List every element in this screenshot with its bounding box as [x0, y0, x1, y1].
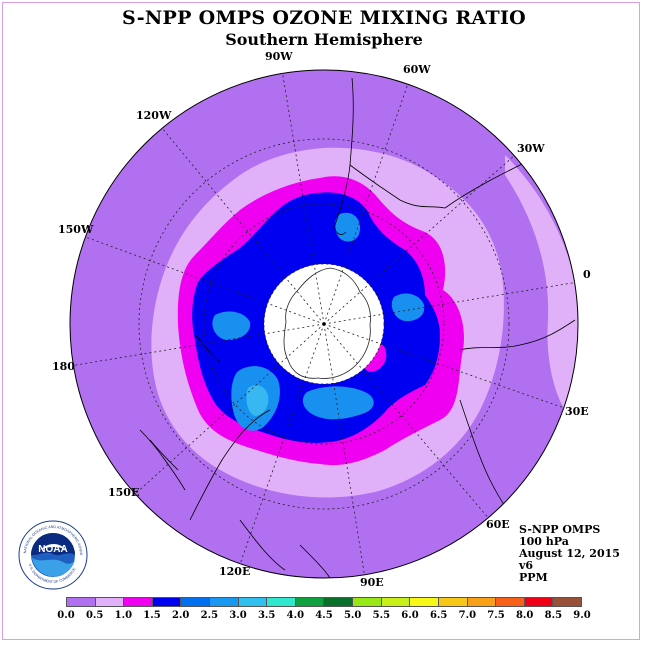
- lon-label-60e: 60E: [486, 518, 510, 531]
- colorbar-tick-label: 1.5: [143, 610, 161, 621]
- colorbar-tick-label: 6.0: [401, 610, 419, 621]
- colorbar-segment: [410, 598, 439, 606]
- lon-label-30e: 30E: [565, 405, 589, 418]
- colorbar-segment: [181, 598, 211, 606]
- lon-label-180: 180: [52, 360, 75, 373]
- colorbar-segment: [438, 598, 468, 606]
- info-instrument: S-NPP OMPS: [519, 523, 601, 536]
- colorbar-tick-label: 2.0: [171, 610, 190, 621]
- colorbar-segment: [95, 598, 125, 606]
- colorbar-tick-label: 4.5: [315, 610, 333, 621]
- lightblue-patch-right: [391, 293, 425, 322]
- lon-label-120e: 120E: [219, 565, 251, 578]
- info-units: PPM: [519, 571, 548, 584]
- info-date: August 12, 2015: [519, 547, 620, 560]
- cyan-patch-west: [246, 385, 269, 416]
- colorbar-tick-label: 3.0: [229, 610, 247, 621]
- info-block: S-NPP OMPS 100 hPa August 12, 2015 v6 PP…: [519, 524, 620, 584]
- pole-marker: [322, 322, 326, 326]
- longitude-gridlines: [70, 70, 578, 578]
- colorbar-segment: [238, 598, 268, 606]
- colorbar: [66, 597, 582, 607]
- colorbar-tick-label: 4.0: [286, 610, 305, 621]
- colorbar-tick-label: 6.5: [429, 610, 448, 621]
- map-boundary: [69, 69, 579, 579]
- colorbar-tick-label: 5.5: [372, 610, 391, 621]
- antarctica-coastline: [283, 267, 371, 379]
- lightblue-patch-east: [302, 386, 374, 420]
- colorbar-segment: [496, 598, 525, 606]
- colorbar-segment: [524, 598, 554, 606]
- colorbar-segment: [353, 598, 382, 606]
- page-frame: [2, 2, 640, 640]
- lon-label-0: 0: [583, 268, 591, 281]
- colorbar-tick-label: 3.5: [257, 610, 276, 621]
- colorbar-segment: [295, 598, 325, 606]
- colorbar-tick-label: 2.5: [200, 610, 219, 621]
- colorbar-segment: [210, 598, 239, 606]
- lon-label-150e: 150E: [108, 486, 140, 499]
- colorbar-segment: [381, 598, 411, 606]
- lon-label-30w: 30W: [517, 142, 545, 155]
- noaa-logo: NOAA NATIONAL OCEANIC AND ATMOSPHERIC AD…: [18, 520, 88, 590]
- colorbar-tick-label: 8.5: [544, 610, 563, 621]
- colorbar-tick-label: 8.0: [515, 610, 534, 621]
- colorbar-segment: [267, 598, 296, 606]
- colorbar-segment: [467, 598, 497, 606]
- lon-label-90e: 90E: [360, 576, 384, 589]
- lightblue-patch-left: [212, 311, 251, 340]
- colorbar-tick-label: 5.0: [343, 610, 362, 621]
- lon-label-150w: 150W: [58, 223, 94, 236]
- colorbar-tick-label: 0.5: [85, 610, 104, 621]
- colorbar-tick-label: 7.0: [458, 610, 477, 621]
- east-light-region: [505, 155, 578, 410]
- noaa-logo-text: NOAA: [38, 544, 67, 555]
- colorbar-segment: [124, 598, 153, 606]
- lon-label-90w: 90W: [265, 50, 293, 63]
- latitude-gridlines: [138, 138, 510, 510]
- lon-label-120w: 120W: [136, 109, 172, 122]
- map-title: S-NPP OMPS OZONE MIXING RATIO: [121, 7, 527, 29]
- info-level: 100 hPa: [519, 535, 569, 548]
- colorbar-tick-label: 1.0: [114, 610, 133, 621]
- colorbar-segment: [152, 598, 182, 606]
- colorbar-tick-label: 0.0: [57, 610, 75, 621]
- colorbar-tick-label: 7.5: [487, 610, 505, 621]
- map-subtitle: Southern Hemisphere: [225, 30, 423, 49]
- lon-label-60w: 60W: [403, 63, 431, 76]
- colorbar-segment: [553, 598, 581, 606]
- coastlines: [139, 77, 576, 578]
- info-version: v6: [519, 559, 534, 572]
- colorbar-segment: [324, 598, 354, 606]
- colorbar-segment: [67, 598, 96, 606]
- colorbar-tick-label: 9.0: [573, 610, 591, 621]
